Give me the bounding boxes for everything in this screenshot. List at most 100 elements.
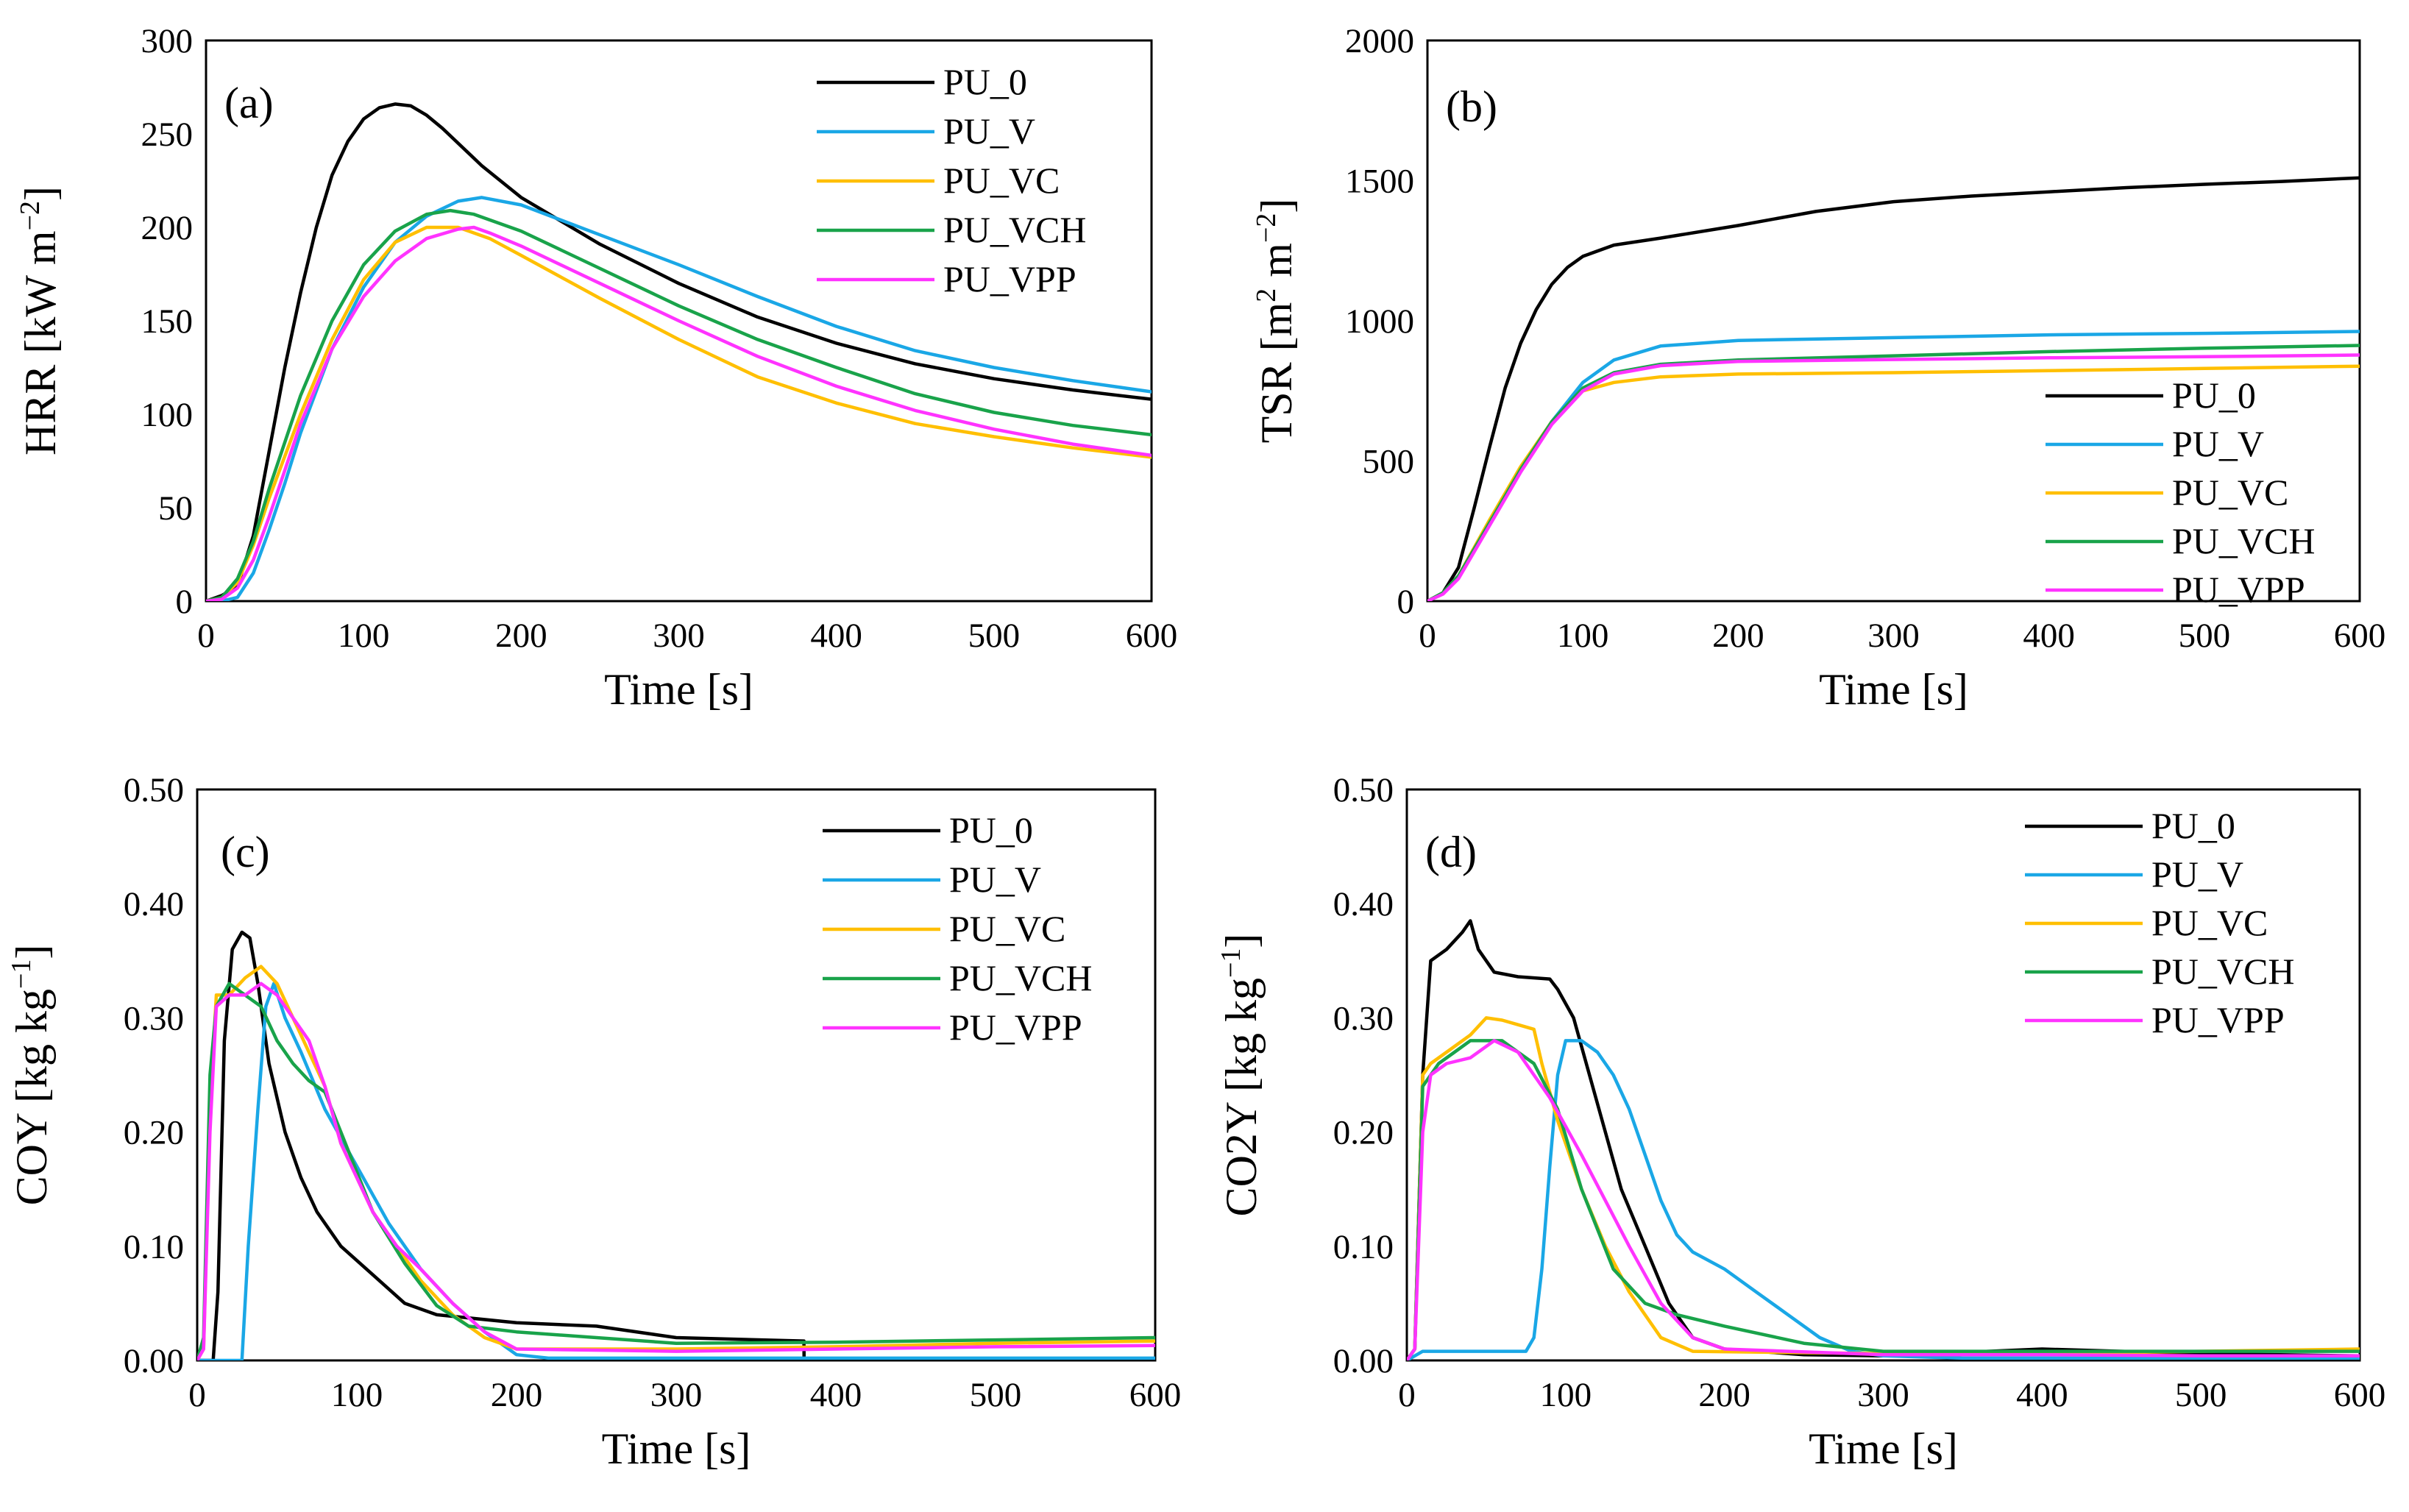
series-line-pu-vch bbox=[1407, 1039, 2360, 1360]
chart-co2y: 0 100 200 300 400 500 600 0.00 0.10 0.20 0.30 0.40 0… bbox=[1216, 771, 2385, 1473]
y-tick-label: 100 bbox=[141, 396, 194, 434]
x-tick-label: 300 bbox=[1857, 1376, 1909, 1414]
y-axis-label-text: TSR [m bbox=[1252, 302, 1301, 444]
legend-label: PU_VCH bbox=[2151, 951, 2294, 992]
y-tick-label: 0.20 bbox=[1333, 1114, 1394, 1152]
y-tick-label: 0.50 bbox=[1333, 771, 1394, 809]
legend-label: PU_0 bbox=[949, 809, 1033, 851]
plot-frame bbox=[205, 39, 1153, 603]
x-tick-label: 100 bbox=[1540, 1376, 1592, 1414]
x-tick-label: 500 bbox=[968, 617, 1021, 655]
plot-frame bbox=[196, 788, 1157, 1362]
plot-frame bbox=[1405, 788, 2361, 1362]
y-tick-label: 1500 bbox=[1345, 163, 1414, 201]
y-tick-label: 0.00 bbox=[124, 1342, 184, 1380]
legend-label: PU_V bbox=[2151, 853, 2243, 895]
y-tick-label: 0.10 bbox=[124, 1228, 184, 1266]
x-tick-label: 300 bbox=[653, 617, 705, 655]
x-axis-label: Time [s] bbox=[1809, 1424, 1958, 1473]
series-line-pu-0 bbox=[1407, 919, 2360, 1360]
y-axis-label-text: ] bbox=[7, 945, 56, 959]
y-axis-label-text: ] bbox=[1252, 199, 1301, 213]
x-axis-label: Time [s] bbox=[604, 665, 753, 714]
legend-label: PU_VC bbox=[949, 908, 1065, 949]
y-tick-label: 0.40 bbox=[1333, 885, 1394, 923]
chart-hrr: 0 100 200 300 400 500 600 0 50 100 150 200 250 300 Tim… bbox=[15, 22, 1177, 714]
x-tick-label: 500 bbox=[2175, 1376, 2227, 1414]
y-tick-label: 200 bbox=[141, 209, 194, 247]
y-tick-label: 250 bbox=[141, 116, 194, 154]
legend-label: PU_VPP bbox=[2151, 999, 2285, 1040]
y-axis-label: TSR [m2 m−2] bbox=[1251, 199, 1301, 444]
y-tick-label: 300 bbox=[141, 22, 194, 60]
legend-label: PU_V bbox=[949, 859, 1041, 900]
legend-label: PU_0 bbox=[2172, 375, 2256, 416]
y-axis-label-text: ] bbox=[16, 186, 65, 201]
series-line-pu-v bbox=[1407, 1039, 2360, 1360]
legend-label: PU_VCH bbox=[949, 957, 1092, 998]
y-axis-label-superscript: 2 bbox=[1251, 288, 1282, 302]
y-axis-label: CO2Y [kg kg−1] bbox=[1216, 934, 1266, 1217]
y-axis-label: COY [kg kg−1] bbox=[6, 945, 56, 1206]
y-axis-label-text: ] bbox=[1217, 934, 1266, 948]
legend-label: PU_VPP bbox=[2172, 569, 2305, 610]
y-tick-label: 500 bbox=[1363, 443, 1415, 481]
x-tick-label: 0 bbox=[197, 617, 215, 655]
legend-label: PU_VC bbox=[2151, 902, 2268, 943]
y-tick-label: 1000 bbox=[1345, 302, 1414, 341]
y-tick-label: 0.40 bbox=[124, 885, 184, 923]
x-tick-label: 100 bbox=[338, 617, 390, 655]
x-tick-label: 300 bbox=[1867, 617, 1920, 655]
legend-label: PU_V bbox=[2172, 423, 2264, 464]
x-tick-label: 100 bbox=[331, 1376, 383, 1414]
y-tick-label: 0.20 bbox=[124, 1114, 184, 1152]
y-tick-label: 0.00 bbox=[1333, 1342, 1394, 1380]
y-axis-label: HRR [kW m−2] bbox=[15, 186, 65, 455]
y-tick-label: 0.30 bbox=[1333, 999, 1394, 1037]
legend-label: PU_VCH bbox=[2172, 520, 2315, 561]
legend-label: PU_VPP bbox=[949, 1007, 1082, 1048]
y-axis-label-text: CO2Y [kg kg bbox=[1217, 978, 1266, 1216]
y-axis-label-superscript: −1 bbox=[1216, 948, 1246, 978]
y-axis-label-text: COY [kg kg bbox=[7, 989, 56, 1205]
y-axis-label-text: HRR [kW m bbox=[16, 230, 65, 455]
x-tick-label: 500 bbox=[2179, 617, 2231, 655]
x-tick-label: 0 bbox=[188, 1376, 206, 1414]
y-tick-label: 0 bbox=[1397, 583, 1415, 621]
x-tick-label: 400 bbox=[2023, 617, 2075, 655]
series-line-pu-vpp bbox=[1427, 353, 2360, 601]
x-tick-label: 200 bbox=[495, 617, 547, 655]
x-tick-label: 600 bbox=[2334, 1376, 2386, 1414]
legend-label: PU_VCH bbox=[943, 209, 1086, 250]
x-tick-label: 200 bbox=[491, 1376, 543, 1414]
panel-label: (a) bbox=[224, 79, 274, 127]
series-line-pu-0 bbox=[1427, 176, 2360, 601]
x-tick-label: 400 bbox=[2016, 1376, 2068, 1414]
y-tick-label: 0.50 bbox=[124, 771, 184, 809]
series-line-pu-vch bbox=[197, 982, 1155, 1360]
series-line-pu-vpp bbox=[206, 225, 1152, 601]
series-line-pu-vpp bbox=[1407, 1039, 2360, 1360]
series-line-pu-vch bbox=[206, 208, 1152, 601]
legend-label: PU_VPP bbox=[943, 258, 1076, 299]
series-line-pu-v bbox=[197, 982, 1155, 1360]
x-tick-label: 400 bbox=[810, 1376, 862, 1414]
y-tick-label: 0.10 bbox=[1333, 1228, 1394, 1266]
x-tick-label: 500 bbox=[970, 1376, 1022, 1414]
legend-label: PU_VC bbox=[943, 160, 1060, 201]
series-line-pu-vpp bbox=[197, 982, 1155, 1360]
x-tick-label: 600 bbox=[1126, 617, 1178, 655]
x-tick-label: 200 bbox=[1712, 617, 1764, 655]
plot-frame bbox=[1426, 39, 2361, 603]
series-line-pu-v bbox=[206, 196, 1152, 601]
y-tick-label: 50 bbox=[158, 489, 193, 528]
legend-label: PU_0 bbox=[943, 61, 1027, 102]
x-tick-label: 100 bbox=[1557, 617, 1609, 655]
panel-label: (c) bbox=[221, 828, 270, 876]
x-axis-label: Time [s] bbox=[602, 1424, 751, 1473]
x-tick-label: 600 bbox=[2334, 617, 2386, 655]
chart-coy: 0 100 200 300 400 500 600 0.00 0.10 0.20 0.30 0.40 0… bbox=[6, 771, 1181, 1473]
x-tick-label: 300 bbox=[650, 1376, 703, 1414]
x-tick-label: 400 bbox=[810, 617, 862, 655]
